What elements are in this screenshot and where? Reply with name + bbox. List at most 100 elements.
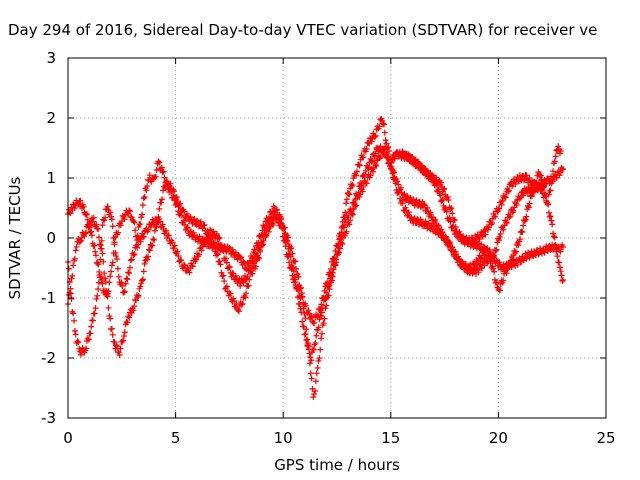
data-point bbox=[85, 336, 92, 343]
data-point bbox=[240, 279, 247, 286]
data-point bbox=[285, 234, 292, 241]
data-point bbox=[302, 315, 309, 322]
data-point bbox=[68, 295, 75, 302]
data-point bbox=[72, 247, 79, 254]
data-point bbox=[108, 213, 115, 220]
data-point bbox=[404, 193, 411, 200]
data-point bbox=[497, 287, 504, 294]
data-point bbox=[121, 216, 128, 223]
data-point bbox=[134, 244, 141, 251]
data-point bbox=[132, 227, 139, 234]
data-point bbox=[372, 150, 379, 157]
data-point bbox=[292, 279, 299, 286]
data-point bbox=[141, 260, 148, 267]
data-point bbox=[88, 228, 95, 235]
data-point bbox=[124, 319, 131, 326]
data-point bbox=[215, 234, 222, 241]
data-point bbox=[73, 243, 80, 250]
data-point bbox=[447, 218, 454, 225]
data-point bbox=[348, 183, 355, 190]
data-point bbox=[126, 314, 133, 321]
data-point bbox=[312, 378, 319, 385]
y-tick-label: -3 bbox=[41, 409, 56, 427]
data-point bbox=[145, 253, 152, 260]
data-point bbox=[71, 317, 78, 324]
data-point bbox=[368, 158, 375, 165]
data-point bbox=[495, 237, 502, 244]
data-point bbox=[329, 273, 336, 280]
data-point bbox=[315, 324, 322, 331]
data-point bbox=[328, 277, 335, 284]
data-point bbox=[88, 323, 95, 330]
data-point bbox=[307, 354, 314, 361]
data-point bbox=[554, 253, 561, 260]
data-point bbox=[126, 208, 133, 215]
data-point bbox=[397, 184, 404, 191]
data-point bbox=[443, 208, 450, 215]
data-point bbox=[312, 387, 319, 394]
data-point bbox=[302, 331, 309, 338]
data-point bbox=[90, 214, 97, 221]
data-point bbox=[137, 283, 144, 290]
data-point bbox=[318, 313, 325, 320]
data-point bbox=[101, 217, 108, 224]
data-point bbox=[301, 310, 308, 317]
data-point bbox=[427, 171, 434, 178]
data-point bbox=[503, 219, 510, 226]
data-point bbox=[217, 261, 224, 268]
data-point bbox=[243, 290, 250, 297]
data-point bbox=[310, 394, 317, 401]
data-point bbox=[225, 264, 232, 271]
data-point bbox=[150, 236, 157, 243]
data-point bbox=[327, 270, 334, 277]
data-point bbox=[91, 310, 98, 317]
y-tick-label: 2 bbox=[46, 109, 56, 127]
data-point bbox=[89, 317, 96, 324]
data-point bbox=[446, 240, 453, 247]
data-point bbox=[237, 255, 244, 262]
data-point bbox=[547, 187, 554, 194]
data-point bbox=[281, 237, 288, 244]
data-point bbox=[347, 217, 354, 224]
data-point bbox=[117, 345, 124, 352]
data-point bbox=[402, 150, 409, 157]
data-point bbox=[139, 276, 146, 283]
data-point bbox=[249, 270, 256, 277]
data-point bbox=[510, 207, 517, 214]
data-point bbox=[114, 256, 121, 263]
data-point bbox=[83, 345, 90, 352]
data-point bbox=[151, 227, 158, 234]
data-point bbox=[512, 180, 519, 187]
data-point bbox=[519, 229, 526, 235]
data-point bbox=[135, 292, 142, 299]
data-point bbox=[304, 336, 311, 343]
data-point bbox=[557, 248, 564, 255]
data-point bbox=[82, 230, 89, 237]
data-point bbox=[349, 210, 356, 217]
data-point bbox=[311, 390, 318, 397]
data-point bbox=[223, 259, 230, 266]
data-point bbox=[336, 249, 343, 256]
data-point bbox=[353, 172, 360, 179]
data-point bbox=[522, 216, 529, 223]
data-point bbox=[151, 237, 158, 244]
data-point bbox=[485, 224, 492, 231]
data-point bbox=[543, 180, 550, 187]
data-point bbox=[325, 292, 332, 299]
data-point bbox=[94, 260, 101, 267]
data-point bbox=[365, 139, 372, 146]
data-point bbox=[546, 213, 553, 220]
data-point bbox=[188, 262, 195, 269]
data-point bbox=[498, 201, 505, 208]
data-point bbox=[240, 258, 247, 265]
data-point bbox=[107, 315, 114, 322]
x-tick-label: 15 bbox=[381, 429, 400, 447]
data-point bbox=[355, 161, 362, 168]
data-point bbox=[289, 250, 296, 257]
data-point bbox=[460, 233, 467, 240]
data-point bbox=[139, 211, 146, 218]
data-point bbox=[173, 194, 180, 201]
data-point bbox=[221, 278, 228, 285]
data-point bbox=[449, 210, 456, 217]
data-point bbox=[152, 173, 159, 180]
